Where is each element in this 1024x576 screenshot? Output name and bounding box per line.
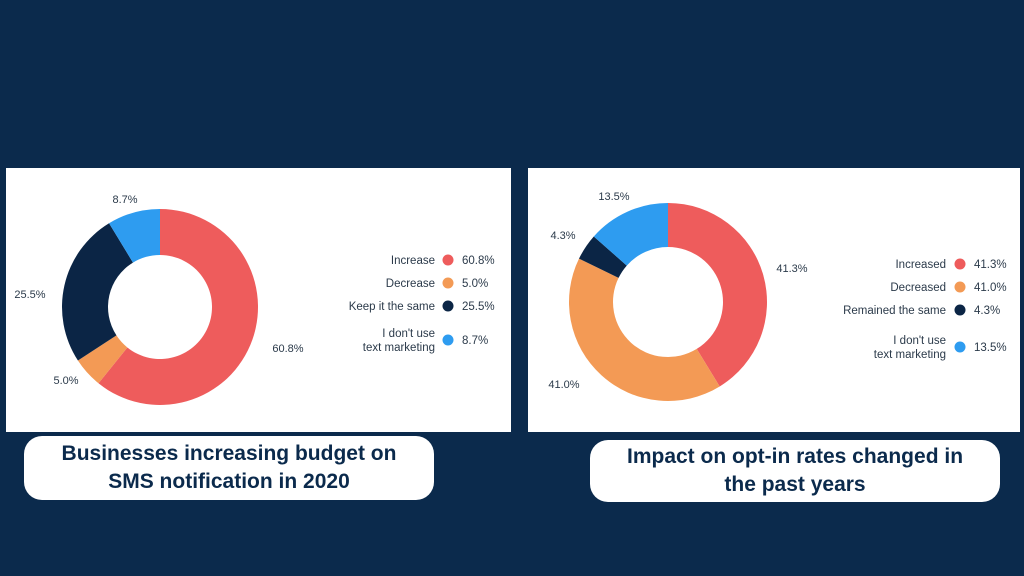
- legend-label-i-don-t-use-text-marketing: I don't use: [382, 328, 435, 340]
- slice-value-label-i-don-t-use-text-marketing: 13.5%: [598, 191, 629, 203]
- legend-marker-i-don-t-use-text-marketing: [954, 341, 966, 353]
- legend-value-decreased: 41.0%: [974, 282, 1007, 294]
- legend-marker-decreased: [954, 281, 966, 293]
- legend-label-i-don-t-use-text-marketing: text marketing: [874, 349, 946, 361]
- slice-value-label-increase: 60.8%: [272, 343, 303, 355]
- legend-marker-decrease: [442, 277, 454, 289]
- donut-chart-left: 60.8% 5.0% 25.5% 8.7% Increase 60.8% Decrease 5…: [14, 194, 495, 405]
- legend-value-increase: 60.8%: [462, 255, 495, 267]
- chart-panel-left: 60.8% 5.0% 25.5% 8.7% Increase 60.8% Decrease 5…: [6, 168, 511, 432]
- legend-label-increase: Increase: [391, 255, 435, 267]
- slice-value-label-keep-it-the-same: 25.5%: [14, 289, 45, 301]
- legend-value-i-don-t-use-text-marketing: 13.5%: [974, 342, 1007, 354]
- slice-increase: [98, 209, 259, 405]
- chart-caption-left: Businesses increasing budget on SMS noti…: [24, 436, 434, 500]
- slice-i-don-t-use-text-marketing: [109, 209, 160, 263]
- legend-label-decrease: Decrease: [386, 278, 435, 290]
- legend-label-decreased: Decreased: [890, 282, 946, 294]
- legend-marker-remained-the-same: [954, 304, 966, 316]
- slice-value-label-decrease: 5.0%: [53, 375, 78, 387]
- legend-marker-increased: [954, 258, 966, 270]
- legend-value-increased: 41.3%: [974, 259, 1007, 271]
- slice-value-label-decreased: 41.0%: [548, 379, 579, 391]
- legend-marker-keep-it-the-same: [442, 300, 454, 312]
- legend-label-increased: Increased: [895, 259, 946, 271]
- legend-value-remained-the-same: 4.3%: [974, 305, 1000, 317]
- slice-increased: [668, 203, 767, 387]
- legend-value-decrease: 5.0%: [462, 278, 488, 290]
- legend-label-remained-the-same: Remained the same: [843, 305, 946, 317]
- legend-label-keep-it-the-same: Keep it the same: [349, 301, 435, 313]
- slice-decreased: [569, 258, 720, 401]
- legend-marker-increase: [442, 254, 454, 266]
- chart-panel-right: 41.3% 41.0% 4.3% 13.5% Increased 41.3% Decreas…: [528, 168, 1020, 432]
- slice-keep-it-the-same: [62, 223, 133, 361]
- legend-marker-i-don-t-use-text-marketing: [442, 334, 454, 346]
- donut-chart-right: 41.3% 41.0% 4.3% 13.5% Increased 41.3% Decreas…: [548, 191, 1007, 401]
- chart-caption-right: Impact on opt-in rates changed in the pa…: [590, 440, 1000, 502]
- slice-decrease: [77, 335, 128, 384]
- slice-value-label-i-don-t-use-text-marketing: 8.7%: [112, 194, 137, 206]
- legend-value-i-don-t-use-text-marketing: 8.7%: [462, 335, 488, 347]
- slice-remained-the-same: [579, 236, 627, 278]
- legend-value-keep-it-the-same: 25.5%: [462, 301, 495, 313]
- slice-i-don-t-use-text-marketing: [593, 203, 668, 266]
- slice-value-label-remained-the-same: 4.3%: [550, 230, 575, 242]
- slice-value-label-increased: 41.3%: [776, 263, 807, 275]
- legend-label-i-don-t-use-text-marketing: text marketing: [363, 342, 435, 354]
- legend-label-i-don-t-use-text-marketing: I don't use: [893, 335, 946, 347]
